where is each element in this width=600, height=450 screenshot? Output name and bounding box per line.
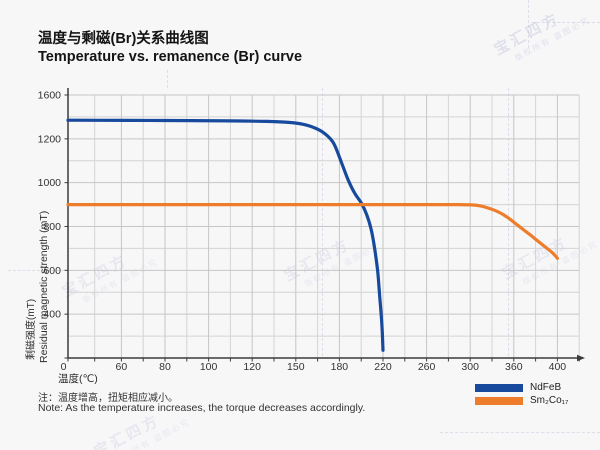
x-tick-label: 0 [61,361,67,373]
legend-item-ndfeb: NdFeB [475,381,568,394]
note-zh: 注：温度增高，扭矩相应减小。 [38,393,178,404]
x-tick-label: 60 [116,361,128,373]
y-tick-label: 400 [43,309,61,321]
page-title-en: Temperature vs. remanence (Br) curve [38,49,303,65]
y-tick-label: 1000 [38,177,62,189]
page-title-zh: 温度与剩磁(Br)关系曲线图 [38,31,209,47]
x-tick-label: 180 [331,361,349,373]
legend-label-sm2co17: Sm₂Co₁₇ [530,395,569,406]
curve-ndfeb [66,118,385,352]
x-tick-label: 80 [159,361,171,373]
legend: NdFeB Sm₂Co₁₇ [475,381,568,407]
x-tick-label: 220 [374,361,392,373]
x-tick-label: 360 [505,361,523,373]
x-tick-label: 120 [243,361,261,373]
legend-label-ndfeb: NdFeB [530,382,562,393]
legend-item-sm2co17: Sm₂Co₁₇ [475,394,568,407]
x-axis-arrow [577,354,585,362]
legend-swatch-sm2co17 [475,396,523,405]
y-tick-label: 1200 [38,133,62,145]
legend-swatch-ndfeb [475,383,523,392]
x-tick-label: 400 [549,361,567,373]
x-axis-title: 温度(℃) [58,373,98,385]
y-tick-label: 1600 [38,90,62,102]
note-en: Note: As the temperature increases, the … [38,402,366,414]
y-tick-label: 600 [43,265,61,277]
x-tick-label: 100 [200,361,218,373]
y-tick-label: 800 [43,221,61,233]
x-tick-label: 260 [418,361,436,373]
x-tick-label: 300 [461,361,479,373]
curve-sm2co17 [66,202,559,260]
x-tick-label: 150 [287,361,305,373]
